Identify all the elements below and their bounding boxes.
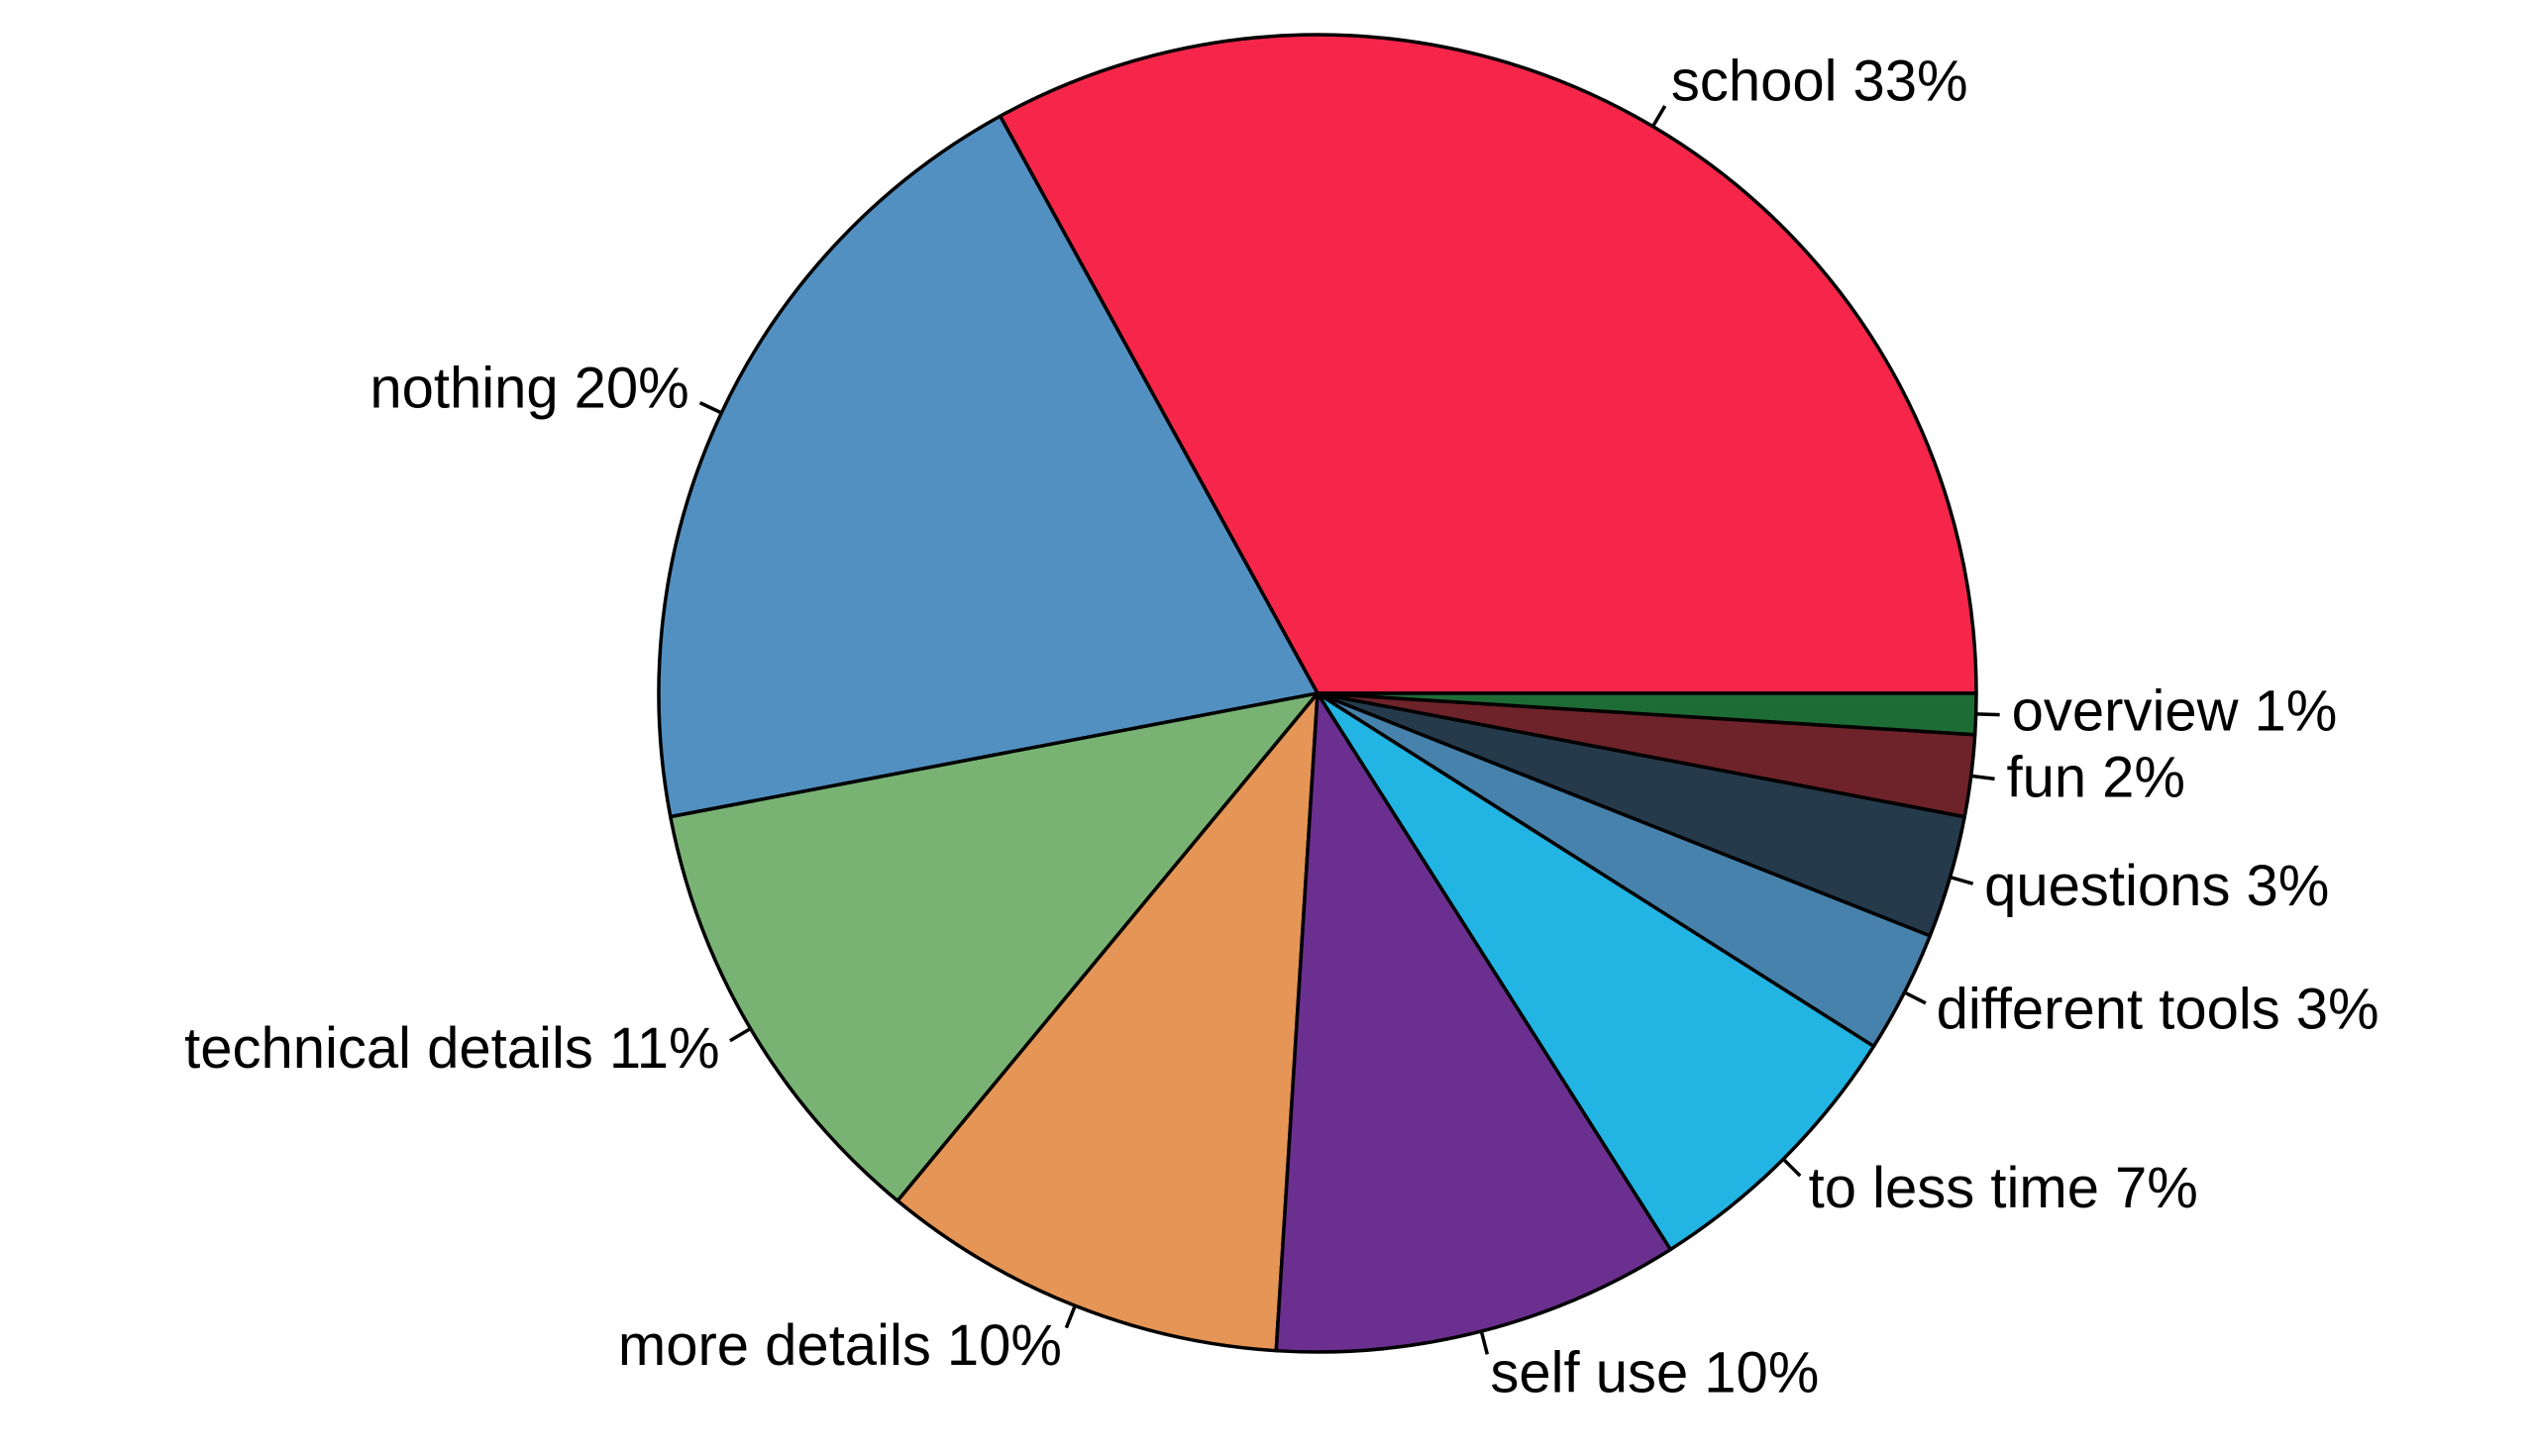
slice-label: nothing 20% [370, 357, 688, 421]
value-label: 20% [575, 357, 689, 421]
leader-line [698, 401, 723, 415]
value-label: 10% [1704, 1341, 1819, 1405]
category-label: to less time [1809, 1156, 2099, 1220]
category-label: more details [618, 1313, 931, 1378]
slice-label: school 33% [1671, 50, 1968, 114]
value-label: 10% [947, 1313, 1062, 1378]
pie-slice [998, 33, 1978, 695]
value-label: 1% [2255, 679, 2338, 744]
category-label: nothing [370, 357, 558, 421]
value-label: 3% [2246, 854, 2329, 918]
leader-line [1064, 1304, 1077, 1329]
leader-line [1970, 774, 1995, 781]
slice-label: technical details 11% [184, 1016, 719, 1081]
slice-label: more details 10% [618, 1313, 1062, 1378]
value-label: 2% [2102, 746, 2185, 810]
pie-slice [657, 114, 1320, 819]
category-label: school [1671, 50, 1838, 114]
category-label: self use [1490, 1341, 1688, 1405]
value-label: 11% [609, 1016, 720, 1081]
pie-slice [669, 691, 1320, 1203]
value-label: 33% [1852, 50, 1967, 114]
pie-slice [1316, 691, 1876, 1252]
value-label: 3% [2296, 978, 2379, 1042]
category-label: different tools [1937, 978, 2280, 1042]
leader-line [1950, 875, 1974, 885]
slice-label: overview 1% [2012, 679, 2338, 744]
category-label: overview [2012, 679, 2240, 744]
leader-line [729, 1027, 752, 1043]
leader-line [1479, 1330, 1490, 1355]
slice-label: questions 3% [1984, 854, 2329, 918]
slice-label: self use 10% [1490, 1341, 1819, 1405]
slice-label: different tools 3% [1937, 978, 2379, 1042]
category-label: fun [2006, 746, 2086, 810]
leader-line [1975, 712, 2000, 717]
slice-label: fun 2% [2006, 746, 2184, 810]
category-label: questions [1984, 854, 2230, 918]
value-label: 7% [2115, 1156, 2198, 1220]
category-label: technical details [184, 1016, 593, 1081]
leader-line [1781, 1157, 1802, 1178]
leader-line [1651, 105, 1667, 128]
leader-line [1903, 990, 1927, 1005]
slice-label: to less time 7% [1809, 1156, 2198, 1220]
